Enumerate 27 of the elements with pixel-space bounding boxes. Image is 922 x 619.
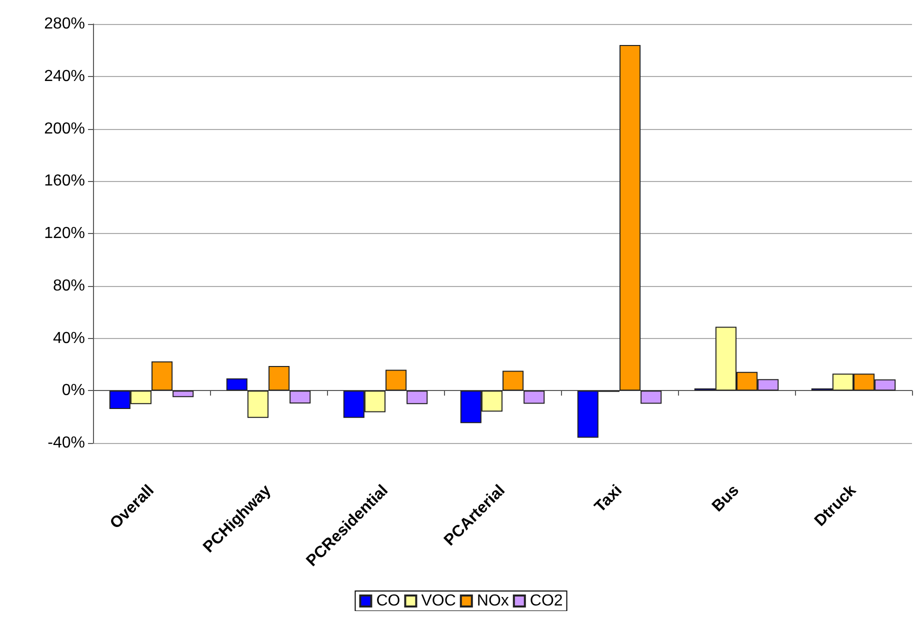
x-tick-label: Bus [709,482,743,516]
x-tick-label: Taxi [592,482,626,516]
bar [620,44,641,391]
legend-label: CO [376,592,400,610]
legend-label: NOx [476,592,509,610]
bar [268,366,290,391]
y-tick-label: 200% [44,120,85,138]
y-tick-label: 0% [62,382,85,400]
bar [640,390,662,404]
y-tick-label: 160% [44,172,85,190]
y-tick-label: 80% [52,277,85,294]
bar [172,390,194,398]
bar [502,370,524,391]
y-tick-label: -40% [48,434,85,452]
y-tick-label: 120% [44,225,85,242]
bar [406,390,428,404]
y-tick-label: 280% [44,16,85,32]
bar [152,361,173,391]
bar [247,390,268,418]
bar [290,390,311,404]
bar [226,378,248,391]
legend-label: VOC [421,592,456,610]
legend-label: CO2 [530,592,563,610]
bar [386,370,407,391]
y-tick-label: 240% [44,68,85,85]
y-tick-label: 40% [52,330,85,347]
bar [524,390,545,404]
